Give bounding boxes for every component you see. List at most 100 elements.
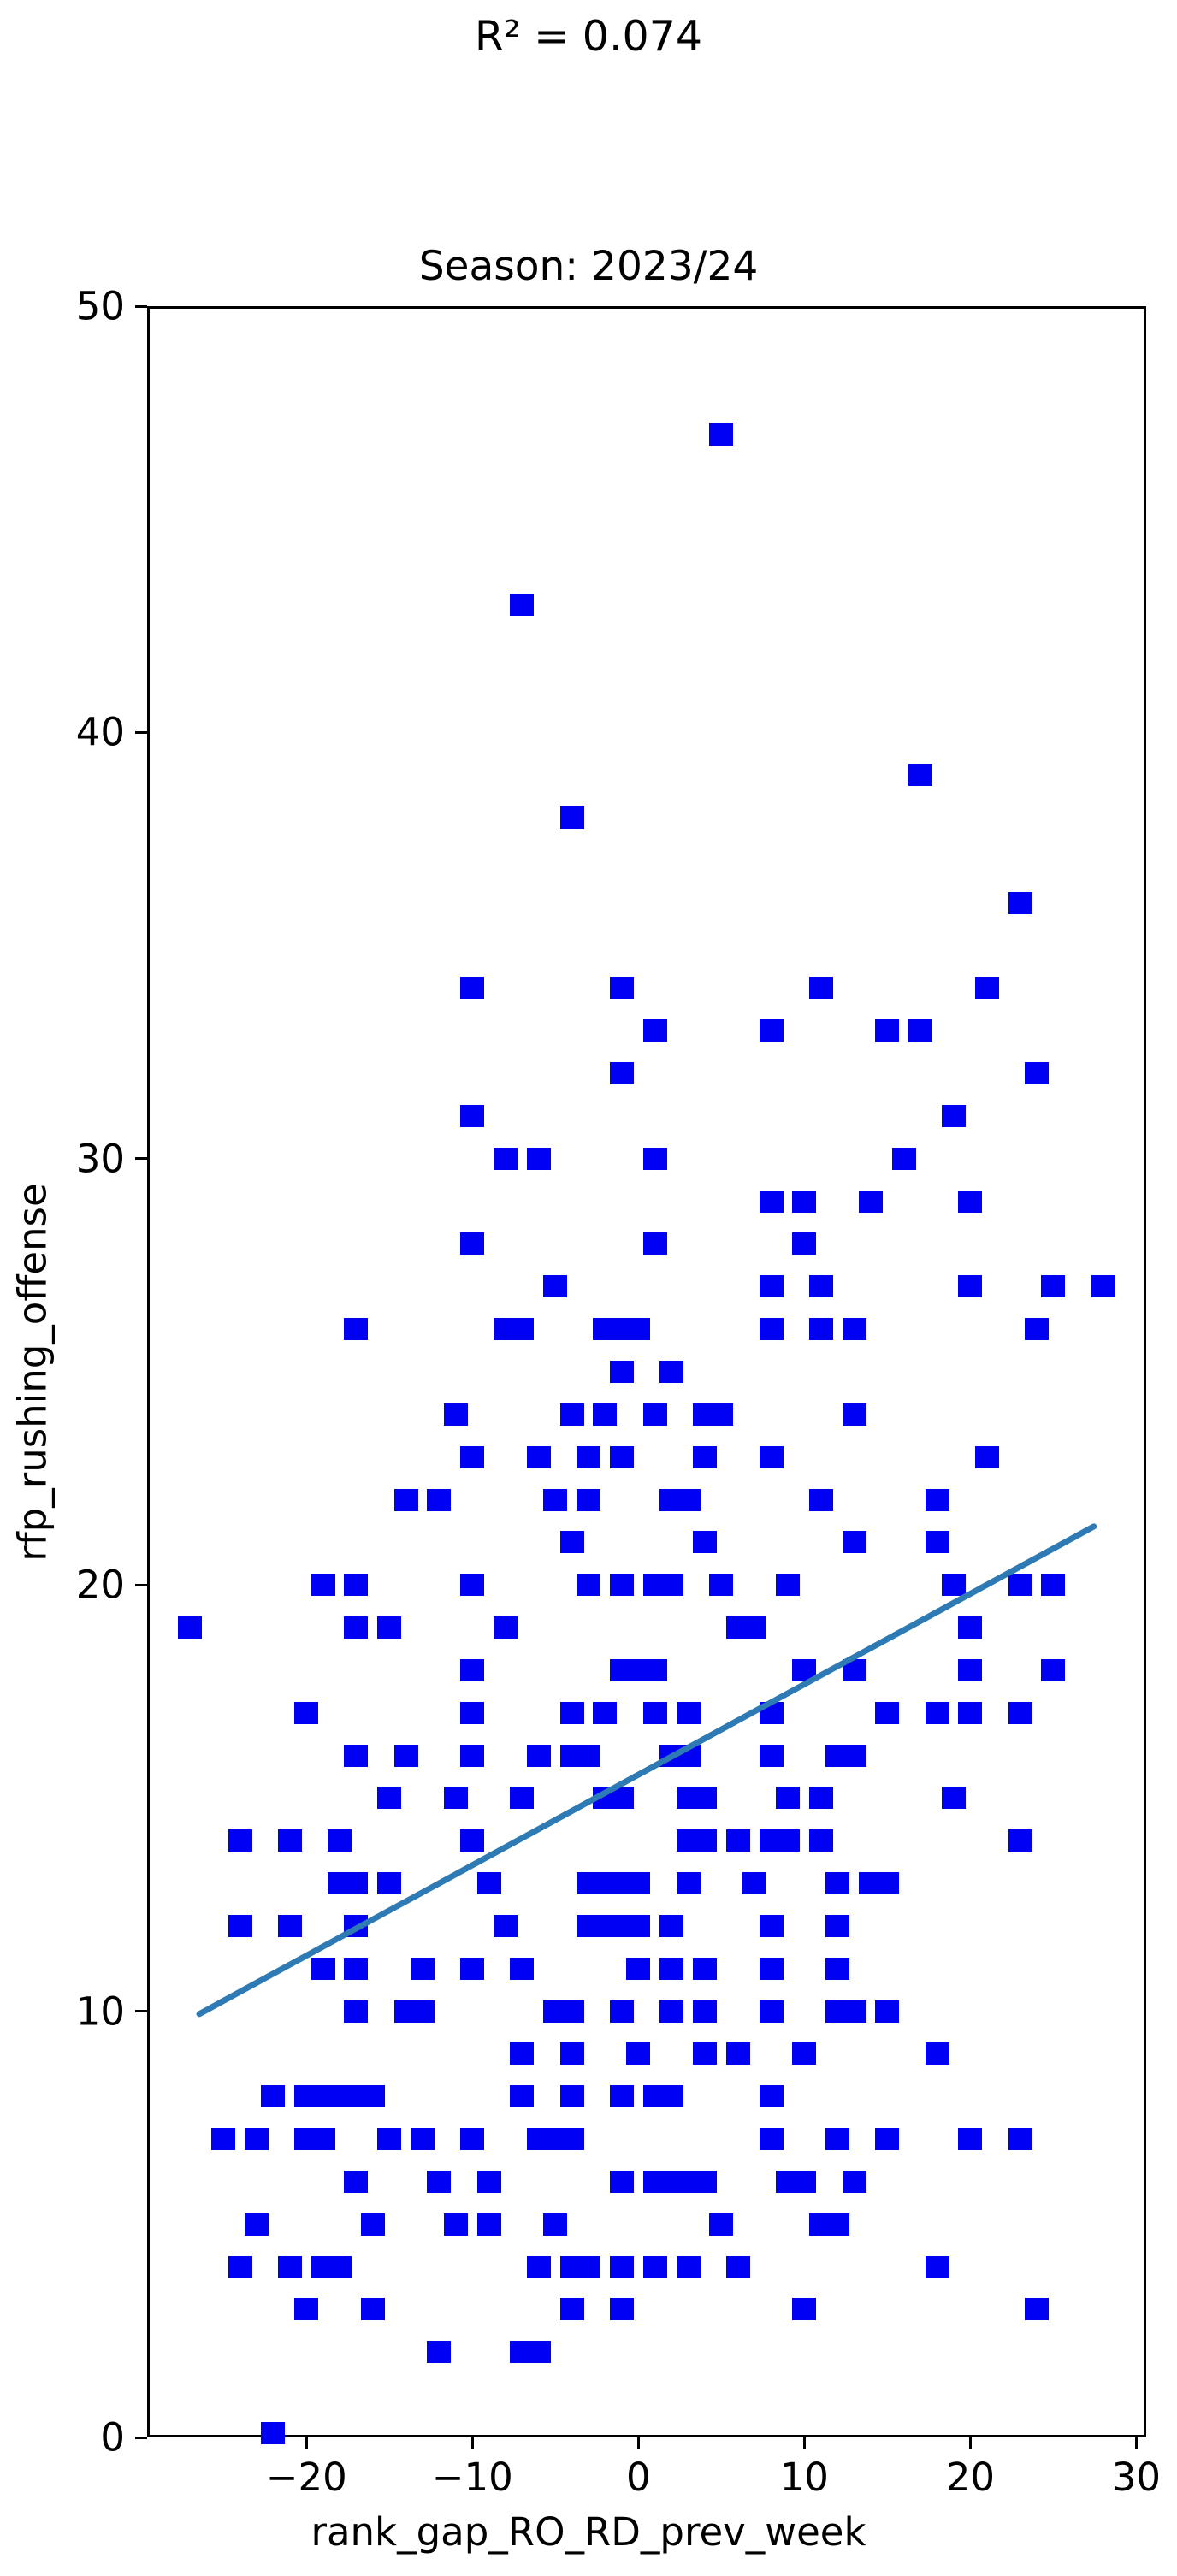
scatter-point: [676, 1872, 701, 1895]
scatter-point: [875, 1872, 900, 1895]
scatter-point: [958, 1275, 983, 1298]
scatter-point: [1024, 1318, 1049, 1341]
scatter-point: [543, 2213, 568, 2236]
scatter-point: [577, 2255, 601, 2278]
scatter-point: [626, 1872, 651, 1895]
scatter-point: [344, 1744, 369, 1767]
scatter-point: [709, 1574, 734, 1597]
scatter-point: [344, 2170, 369, 2193]
scatter-point: [559, 2000, 584, 2023]
x-tick: [470, 2437, 474, 2449]
scatter-point: [609, 1361, 634, 1383]
scatter-point: [775, 1574, 800, 1597]
scatter-point: [344, 1318, 369, 1341]
scatter-point: [808, 1488, 833, 1511]
scatter-point: [559, 1701, 584, 1724]
scatter-point: [659, 1574, 684, 1597]
scatter-point: [476, 1872, 501, 1895]
scatter-point: [709, 1403, 734, 1426]
scatter-point: [941, 1104, 966, 1127]
scatter-point: [377, 1616, 402, 1640]
scatter-point: [344, 1574, 369, 1597]
scatter-point: [808, 1275, 833, 1298]
scatter-point: [692, 1829, 717, 1852]
scatter-point: [476, 2213, 501, 2236]
scatter-point: [344, 1872, 369, 1895]
scatter-point: [676, 1488, 701, 1511]
scatter-point: [642, 2255, 667, 2278]
scatter-point: [559, 2298, 584, 2321]
scatter-point: [245, 2213, 269, 2236]
scatter-point: [510, 1787, 535, 1810]
scatter-point: [510, 2085, 535, 2108]
scatter-point: [842, 2170, 866, 2193]
scatter-point: [411, 2000, 435, 2023]
scatter-point: [577, 1445, 601, 1468]
scatter-point: [642, 1658, 667, 1681]
scatter-point: [842, 1531, 866, 1554]
y-tick: [135, 730, 147, 734]
scatter-point: [460, 1744, 485, 1767]
scatter-point: [460, 1445, 485, 1468]
scatter-point: [443, 1403, 468, 1426]
scatter-point: [974, 977, 999, 1000]
scatter-point: [759, 2085, 784, 2108]
scatter-point: [559, 1531, 584, 1554]
scatter-point: [659, 1914, 684, 1937]
scatter-point: [510, 593, 535, 616]
scatter-point: [958, 1190, 983, 1213]
scatter-point: [759, 1914, 784, 1937]
scatter-point: [377, 1872, 402, 1895]
scatter-point: [692, 1445, 717, 1468]
scatter-point: [360, 2213, 385, 2236]
scatter-point: [925, 1531, 949, 1554]
scatter-point: [775, 1829, 800, 1852]
x-axis-label: rank_gap_RO_RD_prev_week: [311, 2509, 866, 2555]
scatter-point: [792, 2170, 817, 2193]
scatter-point: [642, 1701, 667, 1724]
scatter-point: [925, 1701, 949, 1724]
scatter-point: [808, 1787, 833, 1810]
scatter-point: [328, 1829, 352, 1852]
scatter-point: [908, 1019, 933, 1043]
scatter-point: [460, 2128, 485, 2151]
scatter-point: [443, 2213, 468, 2236]
scatter-point: [642, 1403, 667, 1426]
scatter-point: [311, 1574, 335, 1597]
scatter-point: [427, 1488, 452, 1511]
y-tick-label: 40: [75, 709, 125, 755]
y-tick: [135, 1157, 147, 1161]
scatter-point: [311, 2128, 335, 2151]
scatter-point: [941, 1787, 966, 1810]
scatter-point: [577, 1744, 601, 1767]
scatter-point: [825, 2213, 850, 2236]
scatter-point: [543, 1488, 568, 1511]
scatter-point: [725, 1829, 750, 1852]
scatter-point: [360, 2298, 385, 2321]
scatter-point: [593, 1701, 618, 1724]
scatter-point: [1024, 1062, 1049, 1085]
y-tick-label: 10: [75, 1988, 125, 2035]
scatter-point: [526, 2341, 551, 2364]
scatter-point: [1041, 1275, 1066, 1298]
scatter-point: [460, 1574, 485, 1597]
scatter-point: [228, 1914, 252, 1937]
scatter-point: [642, 1019, 667, 1043]
scatter-point: [609, 2085, 634, 2108]
scatter-point: [178, 1616, 203, 1640]
scatter-point: [759, 1744, 784, 1767]
plot-area: [147, 306, 1146, 2437]
scatter-point: [692, 1787, 717, 1810]
x-tick-label: 30: [1111, 2455, 1161, 2500]
scatter-point: [460, 1829, 485, 1852]
scatter-point: [759, 2000, 784, 2023]
scatter-point: [460, 1104, 485, 1127]
y-tick: [135, 1583, 147, 1586]
scatter-point: [377, 1787, 402, 1810]
scatter-point: [510, 2042, 535, 2065]
scatter-point: [228, 2255, 252, 2278]
scatter-point: [759, 2128, 784, 2151]
scatter-point: [958, 1616, 983, 1640]
scatter-point: [759, 1275, 784, 1298]
scatter-point: [411, 1957, 435, 1980]
